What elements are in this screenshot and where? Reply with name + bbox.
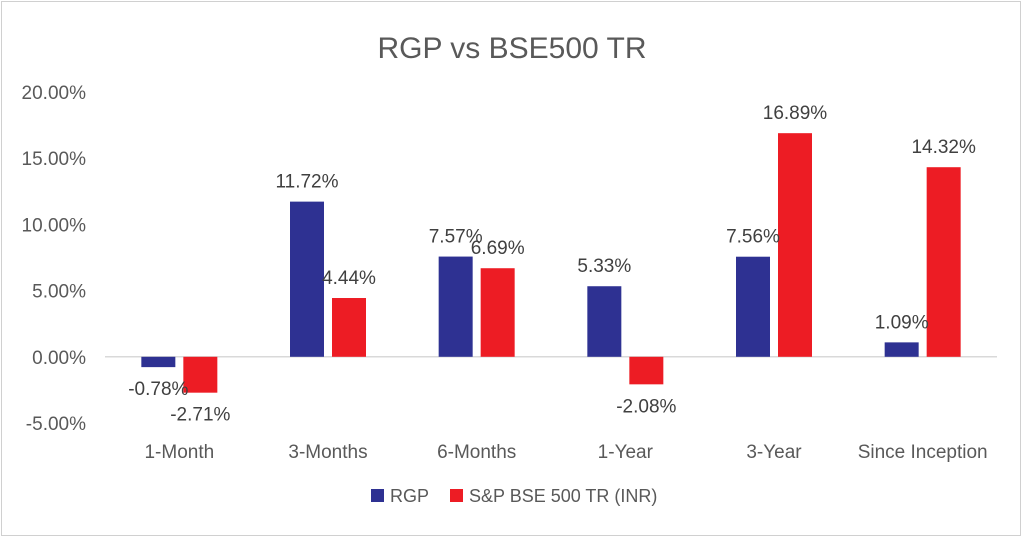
chart-title: RGP vs BSE500 TR xyxy=(377,32,646,65)
bar-bse500 xyxy=(183,356,218,393)
data-label-bse500: 6.69% xyxy=(471,238,525,259)
bar-rgp xyxy=(884,342,919,357)
bar-rgp xyxy=(438,256,473,357)
data-label-bse500: 16.89% xyxy=(763,103,828,124)
y-tick-label: -5.00% xyxy=(26,414,86,435)
y-tick-label: 0.00% xyxy=(32,348,86,369)
y-tick-label: 5.00% xyxy=(32,282,86,303)
bar-bse500 xyxy=(926,167,961,357)
bar-bse500 xyxy=(332,298,366,357)
y-tick-label: 15.00% xyxy=(22,149,87,170)
data-label-bse500: -2.08% xyxy=(616,396,676,417)
x-category-label: Since Inception xyxy=(858,442,988,463)
bar-bse500 xyxy=(778,133,812,357)
data-label-rgp: 1.09% xyxy=(875,312,929,333)
data-label-rgp: 11.72% xyxy=(275,172,338,193)
y-tick-label: 10.00% xyxy=(22,215,87,236)
legend-swatch-bse500 xyxy=(450,489,463,502)
legend-swatch-rgp xyxy=(371,489,384,502)
data-label-bse500: 14.32% xyxy=(911,137,976,158)
data-label-bse500: -2.71% xyxy=(170,405,230,426)
x-category-label: 6-Months xyxy=(437,442,516,463)
legend-label-bse500: S&P BSE 500 TR (INR) xyxy=(469,486,657,506)
bar-bse500 xyxy=(480,268,515,357)
bar-rgp xyxy=(736,256,770,357)
data-label-bse500: 4.44% xyxy=(322,268,376,289)
bar-series xyxy=(141,133,961,393)
legend-label-rgp: RGP xyxy=(390,486,429,506)
bar-bse500 xyxy=(629,356,664,385)
legend: RGP S&P BSE 500 TR (INR) xyxy=(371,486,657,506)
bar-rgp xyxy=(587,286,622,357)
data-label-rgp: -0.78% xyxy=(128,379,188,400)
x-category-label: 3-Months xyxy=(288,442,367,463)
data-label-rgp: 5.33% xyxy=(577,256,631,277)
x-category-label: 1-Month xyxy=(144,442,214,463)
data-label-rgp: 7.57% xyxy=(429,227,483,248)
data-labels: -0.78% -2.71% 11.72% 4.44% 7.57%6.69% 5.33% -2… xyxy=(128,103,976,426)
bar-rgp xyxy=(290,201,324,357)
y-axis-ticks: -5.00% 0.00% 5.00% 10.00% 15.00% 20.00% xyxy=(22,83,87,435)
y-tick-label: 20.00% xyxy=(22,83,87,104)
bar-rgp xyxy=(141,356,176,368)
x-category-label: 1-Year xyxy=(598,442,654,463)
x-category-label: 3-Year xyxy=(746,442,802,463)
x-axis-categories: 1-Month 3-Months 6-Months 1-Year 3-Year Since… xyxy=(144,442,987,463)
data-label-rgp: 7.56% xyxy=(726,227,780,248)
